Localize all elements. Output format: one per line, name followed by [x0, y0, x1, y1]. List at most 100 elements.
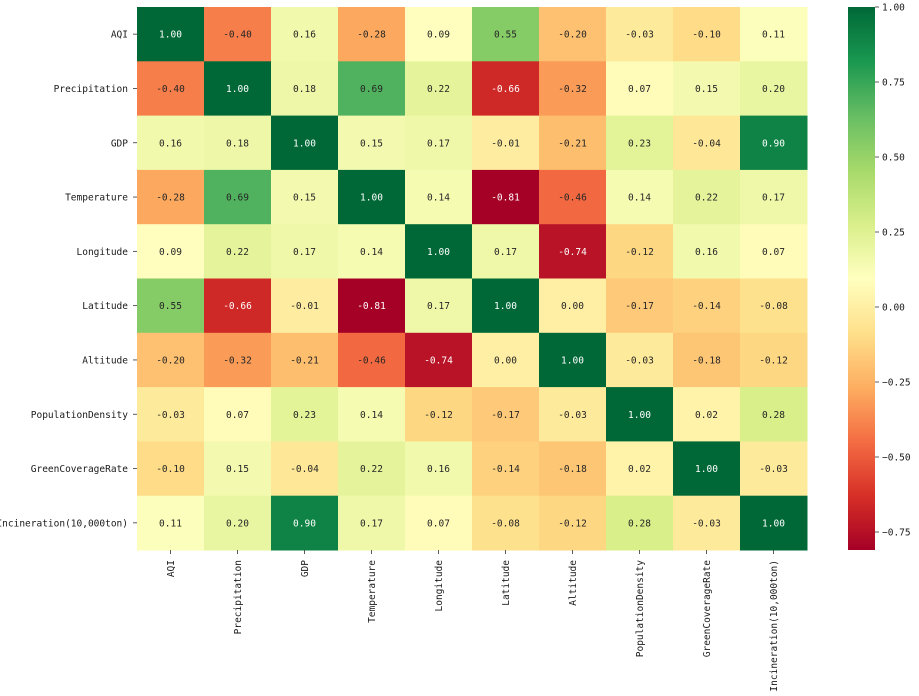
- cell-value-label: -0.66: [223, 301, 252, 312]
- cell-value-label: -0.28: [357, 30, 386, 41]
- heatmap-cell: [606, 115, 674, 171]
- cell-value-label: 0.20: [762, 84, 785, 95]
- heatmap-cell: [472, 7, 540, 62]
- cell-value-label: 1.00: [226, 84, 249, 95]
- heatmap-cell: [137, 61, 205, 117]
- cell-value-label: 0.20: [226, 518, 249, 529]
- heatmap-cell: [137, 169, 205, 225]
- cell-value-label: -0.66: [491, 84, 520, 95]
- heatmap-cell: [740, 61, 808, 117]
- heatmap-cell: [338, 278, 406, 334]
- cell-value-label: 1.00: [427, 247, 450, 258]
- cell-value-label: -0.04: [290, 464, 319, 475]
- colorbar-tick-label: 0.50: [882, 153, 905, 164]
- cell-value-label: -0.10: [692, 30, 721, 41]
- heatmap-cell: [405, 7, 473, 62]
- heatmap-cell: [606, 169, 674, 225]
- cell-value-label: 0.07: [762, 247, 785, 258]
- y-tick-label: PopulationDensity: [31, 410, 129, 421]
- heatmap-cell: [606, 387, 674, 442]
- cell-value-label: 0.07: [628, 84, 651, 95]
- heatmap-cell: [271, 441, 339, 497]
- cell-value-label: 0.22: [226, 247, 249, 258]
- cell-value-label: -0.32: [223, 355, 252, 366]
- heatmap-cells: [137, 7, 808, 551]
- colorbar-tick-label: 1.00: [882, 3, 905, 14]
- cell-value-label: -0.28: [156, 193, 185, 204]
- cell-value-label: 0.17: [494, 247, 517, 258]
- heatmap-cell: [271, 224, 339, 279]
- cell-value-label: -0.20: [156, 355, 185, 366]
- cell-value-label: 0.22: [427, 84, 450, 95]
- x-tick-label: AQI: [166, 560, 177, 577]
- cell-value-label: 0.90: [762, 138, 785, 149]
- cell-value-label: 0.17: [427, 138, 450, 149]
- heatmap-cell: [137, 7, 205, 62]
- cell-value-label: 0.16: [695, 247, 718, 258]
- heatmap-cell: [606, 7, 674, 62]
- heatmap-cell: [271, 278, 339, 334]
- cell-value-label: 1.00: [360, 193, 383, 204]
- cell-value-label: 0.07: [226, 410, 249, 421]
- heatmap-cell: [137, 115, 205, 171]
- heatmap-cell: [673, 115, 741, 171]
- cell-value-label: -0.12: [424, 410, 453, 421]
- cell-value-label: -0.10: [156, 464, 185, 475]
- heatmap-cell: [539, 169, 607, 225]
- heatmap-cell: [204, 495, 272, 551]
- cell-value-label: 0.14: [628, 193, 651, 204]
- heatmap-cell: [405, 441, 473, 497]
- cell-value-label: -0.40: [156, 84, 185, 95]
- y-tick-label: AQI: [111, 30, 128, 41]
- heatmap-cell: [539, 61, 607, 117]
- colorbar: 1.00 0.75 0.50 0.25 0.00 −0.25 −0.50 −0.75: [848, 3, 911, 550]
- cell-value-label: 0.07: [427, 518, 450, 529]
- cell-value-label: -0.03: [625, 355, 654, 366]
- cell-value-label: 0.18: [293, 84, 316, 95]
- cell-value-label: -0.14: [491, 464, 520, 475]
- heatmap-cell: [539, 387, 607, 442]
- heatmap-cell: [338, 115, 406, 171]
- cell-value-label: -0.03: [625, 30, 654, 41]
- x-axis: AQI Precipitation GDP Temperature Longitude L…: [166, 550, 780, 692]
- cell-value-label: 0.23: [293, 410, 316, 421]
- cell-value-label: -0.81: [491, 193, 520, 204]
- cell-value-label: 0.22: [695, 193, 718, 204]
- heatmap-cell: [740, 495, 808, 551]
- cell-value-label: 1.00: [494, 301, 517, 312]
- heatmap-cell: [472, 169, 540, 225]
- heatmap-cell: [338, 387, 406, 442]
- x-tick-label: Incineration(10,000ton): [769, 560, 780, 691]
- heatmap-cell: [539, 495, 607, 551]
- cell-value-label: 0.15: [226, 464, 249, 475]
- heatmap-cell: [338, 169, 406, 225]
- heatmap-cell: [338, 224, 406, 279]
- x-tick-label: GDP: [300, 560, 311, 577]
- cell-value-label: -0.74: [558, 247, 587, 258]
- colorbar-tick-label: 0.25: [882, 228, 905, 239]
- cell-value-label: 0.00: [561, 301, 584, 312]
- heatmap-cell: [606, 61, 674, 117]
- heatmap-cell: [740, 224, 808, 279]
- y-tick-label: Temperature: [65, 193, 128, 204]
- cell-value-label: -0.03: [759, 464, 788, 475]
- cell-value-label: -0.12: [759, 355, 788, 366]
- colorbar-tick-label: −0.75: [882, 528, 911, 539]
- heatmap-cell: [673, 61, 741, 117]
- heatmap-cell: [673, 332, 741, 388]
- heatmap-cell: [606, 278, 674, 334]
- cell-value-label: -0.01: [491, 138, 520, 149]
- heatmap-cell: [606, 332, 674, 388]
- heatmap-cell: [405, 115, 473, 171]
- heatmap-cell: [271, 495, 339, 551]
- cell-value-label: 0.15: [695, 84, 718, 95]
- cell-value-label: -0.03: [692, 518, 721, 529]
- cell-value-label: 0.02: [628, 464, 651, 475]
- heatmap-cell: [539, 332, 607, 388]
- cell-value-label: 0.17: [293, 247, 316, 258]
- heatmap-cell: [472, 332, 540, 388]
- heatmap-cell: [271, 387, 339, 442]
- cell-value-label: -0.21: [290, 355, 319, 366]
